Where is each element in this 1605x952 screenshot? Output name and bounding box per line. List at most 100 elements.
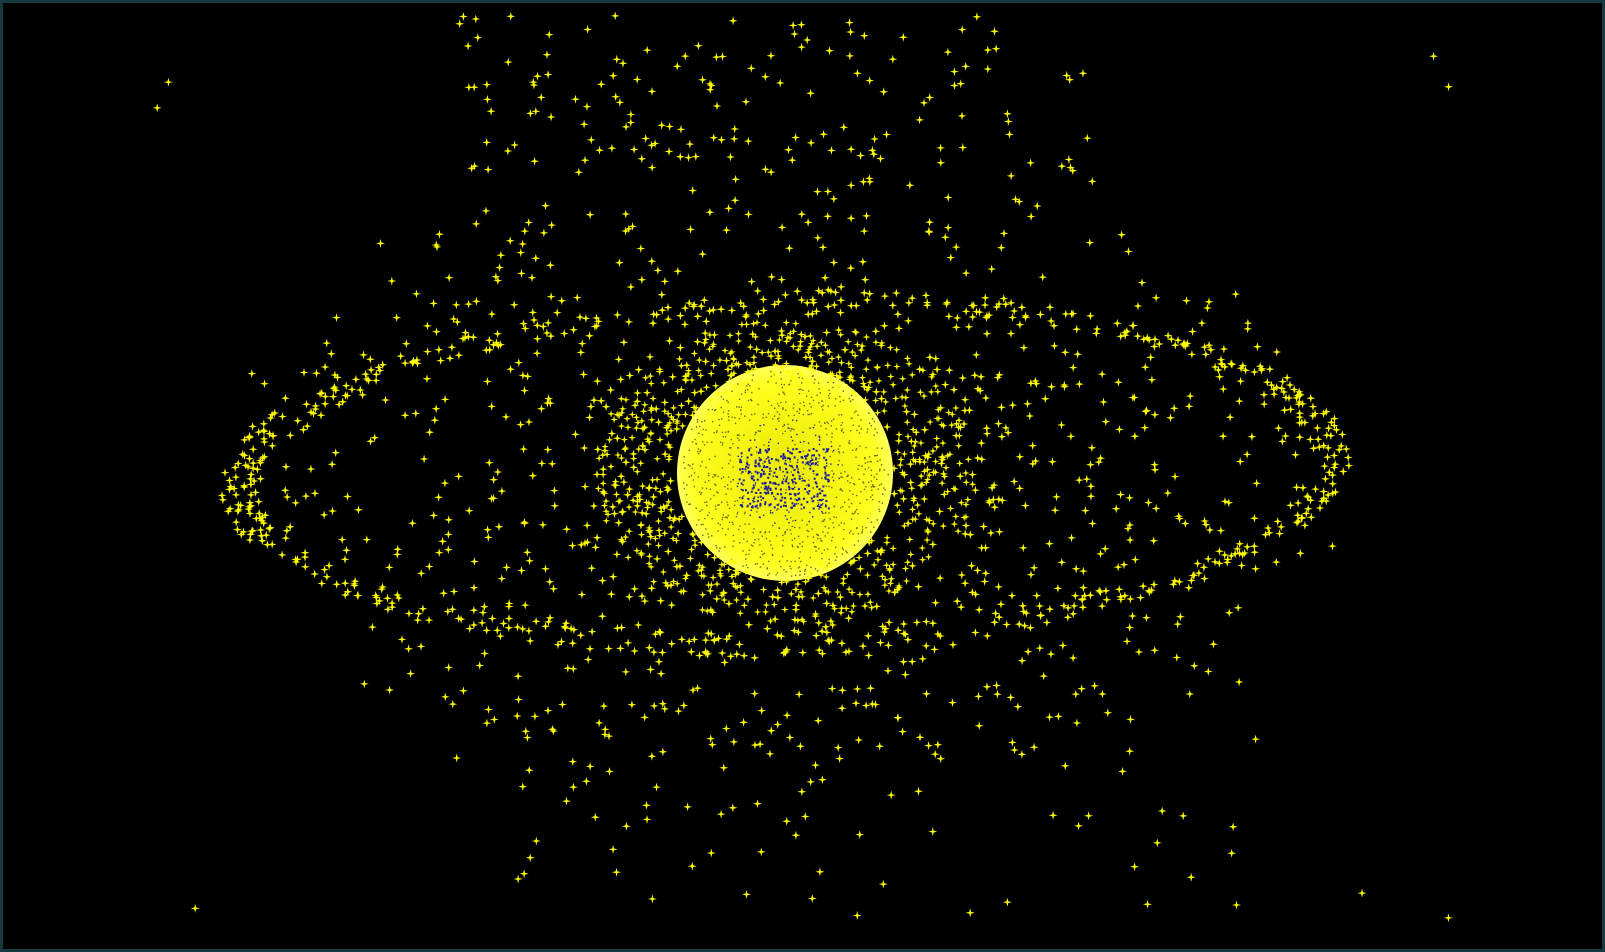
debris-object xyxy=(1007,591,1017,601)
debris-object xyxy=(1122,636,1132,646)
debris-object xyxy=(1219,344,1229,354)
debris-object xyxy=(1178,811,1188,821)
debris-object xyxy=(817,775,827,785)
debris-object xyxy=(516,420,526,430)
debris-object xyxy=(871,387,881,397)
debris-object xyxy=(431,404,441,414)
debris-object xyxy=(982,631,992,641)
debris-object xyxy=(938,439,947,448)
debris-object xyxy=(938,453,947,462)
debris-object xyxy=(944,365,954,375)
debris-object xyxy=(811,609,821,619)
debris-object xyxy=(694,366,703,375)
debris-object xyxy=(539,228,549,238)
debris-object xyxy=(803,217,813,227)
debris-object xyxy=(587,563,597,573)
debris-object xyxy=(829,194,839,204)
debris-object xyxy=(886,790,896,800)
debris-object xyxy=(947,421,956,430)
debris-object xyxy=(823,347,832,356)
debris-object xyxy=(903,354,912,363)
debris-object xyxy=(632,424,641,433)
debris-object xyxy=(520,600,530,610)
debris-object xyxy=(1035,601,1045,611)
debris-object xyxy=(622,395,630,404)
debris-object xyxy=(1087,443,1097,453)
debris-object xyxy=(341,381,351,391)
debris-object xyxy=(921,617,931,627)
debris-object xyxy=(245,509,255,518)
debris-object xyxy=(504,614,514,623)
debris-object xyxy=(484,335,494,345)
debris-object xyxy=(381,395,390,405)
debris-object xyxy=(640,712,650,722)
debris-object xyxy=(387,276,397,286)
debris-object xyxy=(907,484,916,493)
debris-object xyxy=(896,486,905,495)
debris-object xyxy=(823,302,833,311)
debris-object xyxy=(621,457,631,467)
debris-object xyxy=(469,82,479,92)
debris-object xyxy=(972,12,982,22)
debris-object xyxy=(1234,396,1244,406)
debris-object xyxy=(1305,434,1315,444)
debris-object xyxy=(1059,380,1069,390)
debris-object xyxy=(787,589,796,598)
debris-object xyxy=(1045,712,1054,722)
debris-object xyxy=(317,579,327,588)
debris-object xyxy=(712,594,722,604)
debris-object xyxy=(1240,548,1250,558)
debris-object xyxy=(1019,343,1029,353)
debris-object xyxy=(999,228,1009,238)
debris-object xyxy=(957,111,967,121)
debris-object xyxy=(484,458,494,468)
debris-object xyxy=(1052,492,1061,502)
debris-object xyxy=(418,604,428,614)
debris-object xyxy=(546,292,556,302)
debris-object xyxy=(1023,647,1033,657)
debris-object xyxy=(1235,457,1245,466)
debris-object xyxy=(1214,558,1224,568)
debris-object xyxy=(716,809,726,819)
debris-object xyxy=(524,765,534,775)
debris-object xyxy=(664,485,673,494)
debris-object xyxy=(976,438,986,448)
debris-object xyxy=(910,409,919,419)
debris-object xyxy=(543,706,553,716)
debris-object xyxy=(901,564,910,573)
debris-object xyxy=(873,362,882,371)
debris-object xyxy=(649,647,659,657)
debris-object xyxy=(585,331,594,341)
debris-object xyxy=(1140,423,1150,433)
debris-object xyxy=(509,300,519,310)
debris-object xyxy=(860,601,870,611)
debris-object xyxy=(612,433,622,443)
debris-object xyxy=(717,648,727,658)
debris-object xyxy=(1338,467,1348,476)
debris-object xyxy=(1125,535,1135,545)
debris-object xyxy=(962,500,970,509)
debris-object xyxy=(152,103,162,113)
debris-object xyxy=(1251,564,1261,574)
debris-object xyxy=(915,732,925,742)
debris-object xyxy=(1443,913,1453,923)
debris-object xyxy=(917,439,925,447)
debris-object xyxy=(791,319,800,328)
debris-object xyxy=(630,584,640,594)
debris-object xyxy=(1327,541,1337,551)
debris-object xyxy=(1134,647,1144,657)
debris-object xyxy=(546,112,556,122)
debris-object xyxy=(1097,601,1107,611)
debris-object xyxy=(797,42,807,52)
debris-object xyxy=(1293,498,1303,508)
debris-object xyxy=(644,484,653,493)
debris-object xyxy=(407,518,417,528)
debris-object xyxy=(642,388,652,398)
debris-object xyxy=(811,631,821,641)
debris-object xyxy=(651,484,660,493)
debris-object xyxy=(163,77,173,87)
debris-object xyxy=(919,98,929,108)
debris-object xyxy=(1337,430,1347,439)
debris-object xyxy=(1002,109,1012,119)
debris-object xyxy=(686,647,696,657)
